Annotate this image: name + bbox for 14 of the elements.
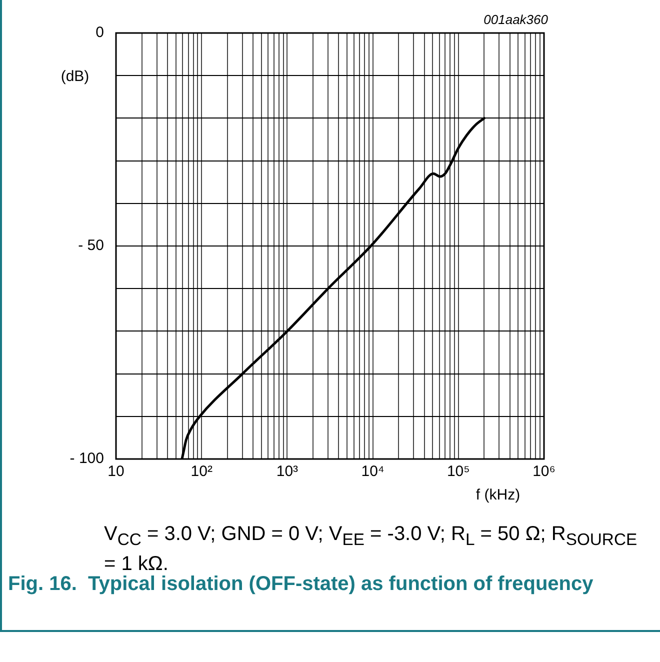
y-tick-label: - 50 <box>78 237 104 254</box>
x-tick-label: 10 <box>108 463 124 480</box>
x-tick-label: 10² <box>190 463 212 480</box>
x-tick-label: 10³ <box>276 463 298 480</box>
y-tick-label: 0 <box>96 24 104 42</box>
x-tick-label: 10⁵ <box>446 463 470 480</box>
x-axis-title: f (kHz) <box>476 486 520 504</box>
text: Fig. 16. Typical isolation (OFF-state) as function of frequency <box>8 572 594 596</box>
text: 001aak360 <box>484 12 548 27</box>
y-tick-label: - 100 <box>70 450 104 468</box>
text: V$_{CC}$ = 3.0 V; GND = 0 V; V$_{EE}$ = -3.0 V; R$_{L}$ = 50 Ω; R$_{SOURCE}$ = 1 kΩ. <box>104 523 638 575</box>
x-tick-label: 10⁴ <box>361 463 384 480</box>
x-tick-label: 10⁶ <box>532 463 556 480</box>
y-axis-title: (dB) <box>60 68 90 86</box>
